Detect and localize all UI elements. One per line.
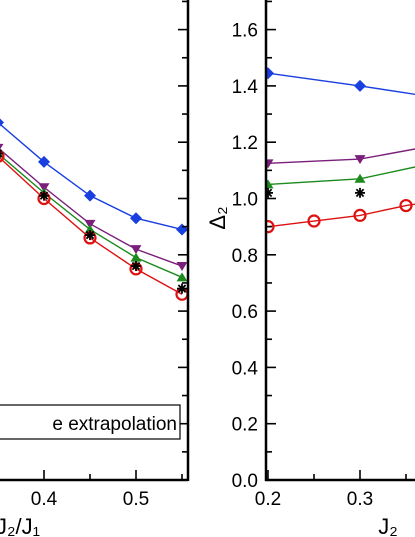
right-series-0-point-1 [354, 79, 366, 92]
left-series-4-point-0 [0, 149, 3, 158]
right-series-3-point-1 [307, 214, 321, 228]
right-series-4-point-0 [266, 187, 273, 198]
left-series-2-point-4 [176, 272, 188, 282]
right-y-tick-label-4: 0.8 [232, 246, 258, 267]
left-axes [0, 0, 190, 482]
right-y-ticks [266, 0, 276, 481]
left-series-2-point-3 [130, 252, 142, 262]
left-y-ticks [178, 0, 188, 481]
left-legend: e extrapolation [0, 404, 181, 440]
left-x-ticks [43, 470, 183, 480]
left-x-axis-title: J₂/J₁ [0, 514, 40, 537]
right-y-tick-label-6: 1.2 [232, 133, 258, 154]
left-series-3-point-0 [0, 149, 5, 163]
left-series-4-point-3 [131, 261, 141, 272]
right-y-axis-title: Δ₂ [205, 206, 230, 229]
left-plot-area [0, 118, 188, 301]
left-series-1-point-4 [176, 262, 188, 272]
right-x-ticks [267, 470, 407, 480]
right-series-1-line [267, 148, 415, 165]
right-series-2-point-1 [354, 173, 366, 183]
left-series-0-point-3 [130, 212, 142, 225]
right-y-tick-label-0: 0.0 [232, 471, 258, 492]
right-y-tick-label-5: 1.0 [232, 190, 258, 211]
left-series-1-point-2 [84, 219, 96, 229]
right-series-0-line [267, 72, 415, 96]
left-x-tick-label-1: 0.5 [123, 489, 149, 510]
left-series-1-point-0 [0, 143, 4, 150]
right-y-tick-label-1: 0.2 [232, 415, 258, 436]
right-x-tick-label-0: 0.2 [255, 489, 281, 510]
left-series-0-line [0, 123, 183, 231]
left-panel: 0.4 0.5 J₂/J₁ e extrapolation [0, 0, 190, 537]
right-series-4-point-1 [355, 187, 365, 198]
left-series-4-point-1 [39, 190, 49, 201]
left-series-0-point-2 [84, 189, 96, 202]
right-y-tick-label-3: 0.6 [232, 302, 258, 323]
right-series-3-line [267, 203, 415, 228]
left-legend-text: e extrapolation [52, 414, 177, 435]
left-series-1-point-3 [130, 245, 142, 255]
left-series-1-point-1 [38, 183, 50, 193]
left-series-0-point-0 [0, 118, 4, 127]
left-series-1-line [0, 148, 183, 267]
right-y-tick-label-2: 0.4 [232, 358, 259, 379]
left-series-4-point-4 [177, 283, 187, 294]
left-series-0-point-1 [38, 155, 50, 168]
right-y-tick-label-7: 1.4 [232, 77, 259, 98]
right-series-1-point-0 [266, 159, 274, 169]
right-series-1-point-1 [354, 155, 366, 165]
right-series-3-point-0 [266, 220, 275, 234]
right-series-3-point-3 [399, 198, 413, 213]
left-series-4-point-2 [85, 230, 95, 241]
right-axes [264, 0, 415, 482]
right-x-axis-title: J₂ [378, 514, 398, 537]
right-series-2-point-0 [266, 179, 274, 189]
left-series-0-point-4 [176, 223, 188, 236]
right-series-3-point-2 [353, 208, 367, 222]
right-x-tick-label-1: 0.3 [347, 489, 373, 510]
right-plot-area [266, 67, 415, 234]
right-y-tick-label-8: 1.6 [232, 21, 258, 42]
right-series-0-point-0 [266, 67, 274, 80]
left-legend-box [0, 404, 181, 440]
left-x-tick-label-0: 0.4 [31, 489, 58, 510]
